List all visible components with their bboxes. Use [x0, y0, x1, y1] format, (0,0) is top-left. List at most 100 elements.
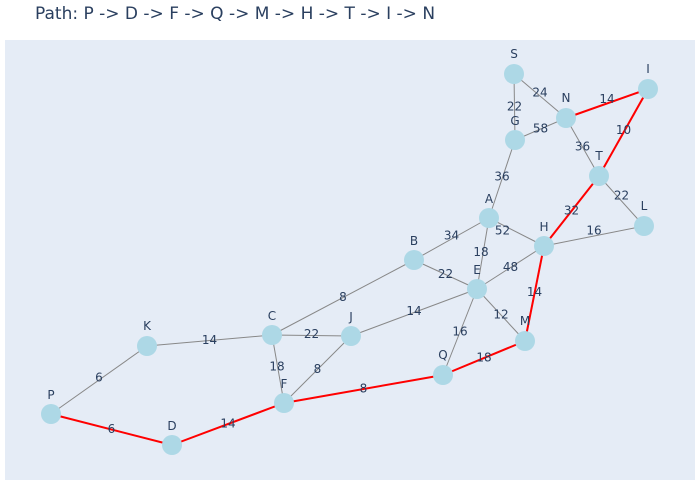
node-T [589, 166, 609, 186]
edge-weight-N-T: 36 [575, 140, 590, 154]
node-A [479, 208, 499, 228]
edge-weight-D-F: 14 [220, 417, 235, 431]
node-label-J: J [348, 310, 353, 324]
nodes-layer [41, 64, 658, 455]
edge-weight-E-M: 12 [493, 308, 508, 322]
edge-B-E [413, 259, 478, 290]
edge-E-H [476, 245, 545, 290]
node-N [556, 108, 576, 128]
edge-weight-B-A: 34 [444, 229, 459, 243]
edge-D-F-path [171, 402, 285, 446]
node-label-K: K [143, 319, 152, 333]
edge-weight-S-G: 22 [507, 100, 522, 114]
edge-C-J [271, 334, 352, 337]
edge-K-C [146, 334, 273, 347]
edge-E-Q [442, 288, 478, 376]
edge-weight-Q-M: 18 [476, 351, 491, 365]
edge-E-M [476, 288, 526, 342]
node-S [504, 64, 524, 84]
edges-layer [50, 73, 649, 446]
node-label-S: S [510, 47, 518, 61]
edge-weight-B-E: 22 [438, 267, 453, 281]
edge-weight-J-F: 8 [314, 362, 322, 376]
edge-weight-I-T: 10 [616, 123, 631, 137]
node-label-N: N [562, 91, 571, 105]
node-E [467, 279, 487, 299]
edge-G-A [488, 139, 516, 219]
edge-S-N [513, 73, 567, 119]
edge-weight-C-B: 8 [339, 290, 347, 304]
edge-T-L [598, 175, 645, 227]
edge-weight-F-Q: 8 [360, 382, 368, 396]
node-D [162, 435, 182, 455]
edge-labels-layer: 22 24 14 58 10 36 36 22 32 52 34 18 16 48 22 8 14 14 12 14 2… [95, 86, 631, 437]
edge-H-M-path [524, 245, 545, 342]
edge-J-F [283, 335, 352, 404]
edge-weight-G-N: 58 [533, 122, 548, 136]
node-labels-layer: S I N G T L A H B E K C J M Q F P D [47, 47, 649, 433]
node-H [534, 236, 554, 256]
edge-I-T-path [598, 88, 649, 177]
edge-weight-K-C: 14 [202, 333, 217, 347]
node-M [515, 331, 535, 351]
node-label-C: C [268, 309, 276, 323]
edge-S-G [513, 73, 516, 141]
edge-A-H [488, 217, 545, 247]
node-I [638, 79, 658, 99]
edge-weight-A-E: 18 [473, 245, 488, 259]
node-L [634, 216, 654, 236]
edge-weight-A-H: 52 [495, 224, 510, 238]
node-label-Q: Q [438, 348, 447, 362]
node-label-I: I [646, 62, 650, 76]
edge-weight-P-D: 6 [108, 422, 116, 436]
node-C [262, 325, 282, 345]
edge-weight-C-F: 18 [269, 360, 284, 374]
edge-P-D-path [50, 413, 173, 446]
node-label-E: E [473, 263, 481, 277]
node-label-A: A [485, 192, 494, 206]
edge-weight-T-L: 22 [614, 189, 629, 203]
edge-weight-H-M: 14 [527, 285, 542, 299]
edge-Q-M-path [442, 340, 526, 376]
node-label-H: H [539, 220, 548, 234]
node-label-G: G [510, 114, 519, 128]
node-P [41, 404, 61, 424]
edge-N-I-path [565, 88, 649, 119]
edge-weight-E-H: 48 [503, 260, 518, 274]
node-J [341, 326, 361, 346]
chart-title: Path: P -> D -> F -> Q -> M -> H -> T ->… [35, 4, 436, 24]
edge-weight-N-I: 14 [599, 92, 614, 106]
edge-K-P [50, 345, 148, 415]
node-G [505, 130, 525, 150]
edge-N-T [565, 117, 600, 177]
node-K [137, 336, 157, 356]
edge-weight-H-T: 32 [564, 204, 579, 218]
plot-background [5, 40, 695, 480]
edge-weight-G-A: 36 [494, 170, 509, 184]
edge-weight-S-N: 24 [532, 86, 547, 100]
edge-weight-H-L: 16 [586, 224, 601, 238]
node-label-T: T [594, 149, 603, 163]
edge-weight-C-J: 22 [304, 327, 319, 341]
node-label-D: D [167, 419, 176, 433]
edge-weight-J-E: 14 [406, 304, 421, 318]
edge-A-E [476, 217, 490, 290]
edge-weight-E-Q: 16 [452, 325, 467, 339]
edge-F-Q-path [283, 374, 444, 404]
edge-H-L [543, 225, 645, 247]
node-F [274, 393, 294, 413]
edge-weight-K-P: 6 [95, 371, 103, 385]
edge-J-E [350, 288, 478, 337]
edge-B-A [413, 217, 490, 261]
node-label-F: F [281, 377, 288, 391]
edge-H-T-path [543, 175, 600, 247]
node-label-P: P [47, 388, 54, 402]
node-Q [433, 365, 453, 385]
node-label-B: B [410, 234, 418, 248]
edge-C-F [271, 334, 285, 404]
node-B [404, 250, 424, 270]
edge-C-B [271, 259, 415, 336]
node-label-M: M [520, 314, 530, 328]
node-label-L: L [641, 199, 648, 213]
